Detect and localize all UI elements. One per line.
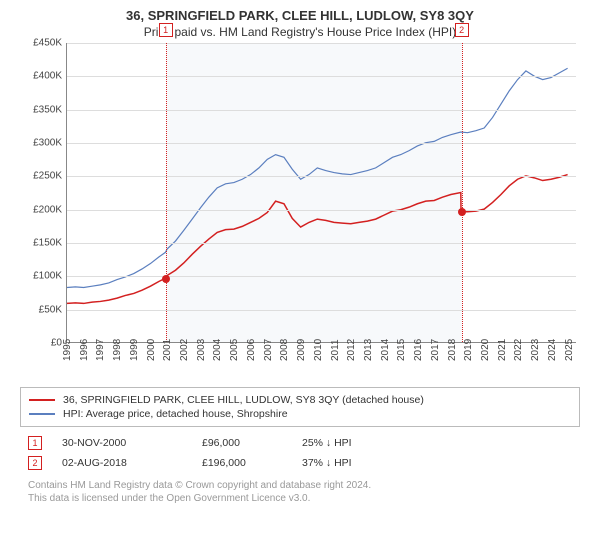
y-tick-label: £400K (33, 71, 62, 82)
x-tick-label: 2006 (246, 339, 257, 361)
x-tick-label: 2008 (279, 339, 290, 361)
x-tick-label: 2004 (212, 339, 223, 361)
footer-attribution: Contains HM Land Registry data © Crown c… (20, 479, 580, 505)
x-tick-label: 2010 (313, 339, 324, 361)
sale-price: £196,000 (202, 457, 282, 469)
x-tick-label: 2021 (497, 339, 508, 361)
gridline-h (67, 243, 576, 244)
x-tick-label: 2011 (330, 339, 341, 361)
x-tick-label: 2015 (396, 339, 407, 361)
x-tick-label: 2016 (413, 339, 424, 361)
sale-date: 02-AUG-2018 (62, 457, 182, 469)
gridline-h (67, 76, 576, 77)
sale-dot (458, 208, 466, 216)
sale-marker-box: 1 (159, 23, 173, 37)
x-tick-label: 2009 (296, 339, 307, 361)
x-tick-label: 2022 (513, 339, 524, 361)
gridline-h (67, 43, 576, 44)
sale-row: 1 30-NOV-2000 £96,000 25% ↓ HPI (20, 433, 580, 453)
y-tick-label: £150K (33, 238, 62, 249)
x-tick-label: 1997 (95, 339, 106, 361)
legend-label: HPI: Average price, detached house, Shro… (63, 408, 288, 420)
y-tick-label: £100K (33, 271, 62, 282)
title-address: 36, SPRINGFIELD PARK, CLEE HILL, LUDLOW,… (10, 8, 590, 23)
x-axis: 1995199619971998199920002001200220032004… (66, 343, 576, 383)
x-tick-label: 1996 (79, 339, 90, 361)
legend-swatch (29, 399, 55, 401)
sale-dot (162, 275, 170, 283)
series-hpi (67, 68, 568, 287)
sale-marker-box: 2 (455, 23, 469, 37)
sale-index-box: 1 (28, 436, 42, 450)
x-tick-label: 2001 (162, 339, 173, 361)
y-tick-label: £200K (33, 204, 62, 215)
y-tick-label: £350K (33, 104, 62, 115)
y-tick-label: £450K (33, 38, 62, 49)
sale-vline (462, 43, 463, 342)
gridline-h (67, 176, 576, 177)
series-property (67, 175, 568, 304)
y-tick-label: £300K (33, 138, 62, 149)
legend-swatch (29, 413, 55, 415)
gridline-h (67, 276, 576, 277)
chart-titles: 36, SPRINGFIELD PARK, CLEE HILL, LUDLOW,… (0, 0, 600, 43)
x-tick-label: 2023 (530, 339, 541, 361)
plot-area: 12 (66, 43, 576, 343)
x-tick-label: 2017 (430, 339, 441, 361)
x-tick-label: 2000 (146, 339, 157, 361)
sale-vline (166, 43, 167, 342)
x-tick-label: 1998 (112, 339, 123, 361)
legend-label: 36, SPRINGFIELD PARK, CLEE HILL, LUDLOW,… (63, 394, 424, 406)
x-tick-label: 2003 (196, 339, 207, 361)
x-tick-label: 1999 (129, 339, 140, 361)
line-layer (67, 43, 576, 342)
sale-price: £96,000 (202, 437, 282, 449)
x-tick-label: 2005 (229, 339, 240, 361)
sale-date: 30-NOV-2000 (62, 437, 182, 449)
x-tick-label: 2002 (179, 339, 190, 361)
gridline-h (67, 310, 576, 311)
legend-row: 36, SPRINGFIELD PARK, CLEE HILL, LUDLOW,… (29, 393, 571, 407)
x-tick-label: 2020 (480, 339, 491, 361)
x-tick-label: 1995 (62, 339, 73, 361)
sale-diff: 25% ↓ HPI (302, 437, 422, 449)
x-tick-label: 2025 (564, 339, 575, 361)
sale-row: 2 02-AUG-2018 £196,000 37% ↓ HPI (20, 453, 580, 473)
gridline-h (67, 110, 576, 111)
x-tick-label: 2013 (363, 339, 374, 361)
y-axis: £0£50K£100K£150K£200K£250K£300K£350K£400… (20, 43, 66, 343)
x-tick-label: 2012 (346, 339, 357, 361)
sale-diff: 37% ↓ HPI (302, 457, 422, 469)
title-subtitle: Price paid vs. HM Land Registry's House … (10, 25, 590, 39)
x-tick-label: 2007 (263, 339, 274, 361)
legend-box: 36, SPRINGFIELD PARK, CLEE HILL, LUDLOW,… (20, 387, 580, 427)
legend-row: HPI: Average price, detached house, Shro… (29, 407, 571, 421)
x-tick-label: 2024 (547, 339, 558, 361)
x-tick-label: 2018 (447, 339, 458, 361)
x-tick-label: 2019 (463, 339, 474, 361)
gridline-h (67, 210, 576, 211)
sale-index-box: 2 (28, 456, 42, 470)
x-tick-label: 2014 (380, 339, 391, 361)
y-tick-label: £50K (39, 304, 62, 315)
footer-line1: Contains HM Land Registry data © Crown c… (28, 479, 572, 492)
chart-container: £0 £50K £100K £150K £200K £250K £300K £350K £400… (20, 43, 580, 383)
sales-table: 1 30-NOV-2000 £96,000 25% ↓ HPI 2 02-AUG-2018… (20, 433, 580, 473)
y-tick-label: £250K (33, 171, 62, 182)
y-tick-label: £0 (51, 338, 62, 349)
gridline-h (67, 143, 576, 144)
footer-line2: This data is licensed under the Open Gov… (28, 492, 572, 505)
